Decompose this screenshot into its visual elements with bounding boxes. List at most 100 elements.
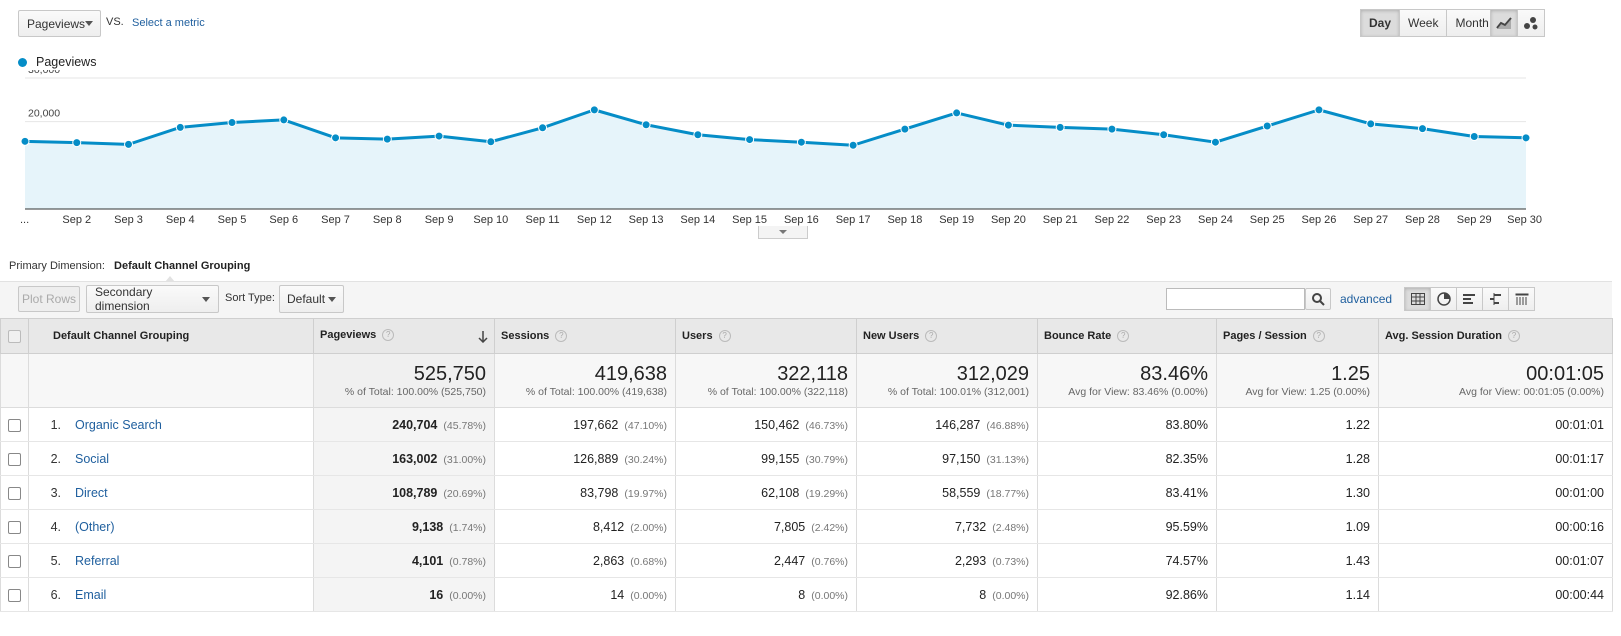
col-pageviews[interactable]: Pageviews? [313,318,495,354]
data-point [1262,121,1272,131]
summary-new-users-value: 312,029 [956,362,1029,385]
data-point [434,131,444,141]
col-avg-duration[interactable]: Avg. Session Duration? [1378,318,1613,354]
chart-resize-handle[interactable] [758,226,808,239]
select-all-cell [0,318,29,354]
search-button[interactable] [1305,288,1331,310]
advanced-filter-link[interactable]: advanced [1340,292,1393,306]
col-new-users[interactable]: New Users? [856,318,1038,354]
row-new-users-value: 8 [979,587,987,602]
primary-dimension-value[interactable]: Default Channel Grouping [114,260,251,272]
metric-dropdown[interactable]: Pageviews [18,10,101,37]
table-view-button[interactable] [1404,287,1431,311]
primary-dimension-label: Primary Dimension: [9,260,105,272]
help-icon[interactable]: ? [382,329,395,342]
motion-chart-button[interactable] [1517,9,1545,37]
summary-avg-duration-value: 00:01:05 [1526,362,1604,385]
row-avg-duration: 00:01:00 [1378,475,1613,510]
row-channel-link[interactable]: Direct [75,485,108,500]
summary-avg-duration-sub: Avg for View: 00:01:05 (0.00%) [1459,385,1604,398]
secondary-dimension-dropdown[interactable]: Secondary dimension [86,285,219,313]
col-avg-duration-label: Avg. Session Duration [1385,329,1502,342]
summary-users-value: 322,118 [777,362,848,385]
sort-type-label: Sort Type: [225,292,275,304]
col-sessions[interactable]: Sessions? [494,318,676,354]
select-metric-link[interactable]: Select a metric [132,17,205,29]
row-channel-link[interactable]: Organic Search [75,417,162,432]
help-icon[interactable]: ? [555,330,568,343]
line-chart-button[interactable] [1490,9,1518,37]
row-channel-link[interactable]: Email [75,587,107,602]
plot-rows-button[interactable]: Plot Rows [18,286,80,312]
x-tick-label: Sep 26 [1302,214,1337,226]
row-users-pct: (19.29%) [805,487,848,500]
sort-type-dropdown[interactable]: Default [279,285,344,313]
data-table: Default Channel Grouping Pageviews? Sess… [0,318,1613,612]
row-checkbox[interactable] [8,452,21,466]
day-button[interactable]: Day [1360,9,1401,37]
row-channel-link[interactable]: Social [75,451,110,466]
help-icon[interactable]: ? [1312,330,1325,343]
col-pages-session-label: Pages / Session [1223,329,1307,342]
x-tick-label: Sep 30 [1507,214,1542,226]
row-sessions-value: 2,863 [592,553,625,568]
pivot-view-button[interactable] [1508,287,1535,311]
series-line [24,108,1527,147]
row-pageviews-value: 108,789 [392,485,438,500]
row-pages-session: 1.14 [1216,577,1379,612]
summary-pages-session-value: 1.25 [1331,362,1370,385]
row-checkbox-cell [0,509,29,544]
col-bounce-rate[interactable]: Bounce Rate? [1037,318,1217,354]
bar-view-button[interactable] [1456,287,1483,311]
row-checkbox[interactable] [8,486,21,500]
table-row: 5. Referral 4,101 (0.78%) 2,863 (0.68%) 2,447 (… [0,543,1613,578]
row-checkbox-cell [0,543,29,578]
table-search-input[interactable] [1166,288,1305,310]
select-all-checkbox[interactable] [8,329,21,343]
row-pageviews-value: 16 [429,587,444,602]
col-dimension[interactable]: Default Channel Grouping [28,318,314,354]
col-pages-session[interactable]: Pages / Session? [1216,318,1379,354]
x-tick-label: Sep 22 [1094,214,1129,226]
data-point [1003,120,1013,130]
comparison-view-button[interactable] [1482,287,1509,311]
help-icon[interactable]: ? [1117,330,1130,343]
row-checkbox[interactable] [8,418,21,432]
row-checkbox[interactable] [8,520,21,534]
summary-sessions: 419,638% of Total: 100.00% (419,638) [494,353,676,408]
row-sessions-value: 126,889 [573,451,619,466]
week-button[interactable]: Week [1399,9,1448,37]
row-bounce-rate: 83.80% [1037,407,1217,442]
row-sessions: 14 (0.00%) [494,577,676,612]
row-channel-link[interactable]: Referral [75,553,120,568]
row-new-users: 97,150 (31.13%) [856,441,1038,476]
col-users[interactable]: Users? [675,318,857,354]
help-icon[interactable]: ? [718,330,731,343]
metric-dropdown-label: Pageviews [27,16,86,31]
row-pageviews: 240,704 (45.78%) [313,407,495,442]
help-icon[interactable]: ? [1507,330,1520,343]
data-point [1417,124,1427,134]
pie-view-button[interactable] [1430,287,1457,311]
chart-type-toggle [1490,9,1545,37]
table-row: 6. Email 16 (0.00%) 14 (0.00%) 8 (0.00%) 8 (0.00%… [0,577,1613,612]
x-tick-label: Sep 21 [1043,214,1078,226]
row-checkbox[interactable] [8,554,21,568]
row-users: 150,462 (46.73%) [675,407,857,442]
row-bounce-rate: 82.35% [1037,441,1217,476]
x-tick-label: Sep 10 [473,214,508,226]
chevron-down-icon [85,21,94,26]
month-button[interactable]: Month [1446,9,1498,37]
row-channel-link[interactable]: (Other) [75,519,115,534]
data-point [538,123,548,133]
row-sessions-value: 197,662 [573,417,619,432]
help-icon[interactable]: ? [925,330,938,343]
data-point [1055,122,1065,132]
row-checkbox[interactable] [8,588,21,602]
row-pageviews-pct: (1.74%) [449,521,486,534]
col-new-users-label: New Users [863,329,920,342]
chevron-down-icon [202,296,210,302]
summary-pageviews: 525,750% of Total: 100.00% (525,750) [313,353,495,408]
row-sessions-pct: (19.97%) [624,487,667,500]
table-header-row: Default Channel Grouping Pageviews? Sess… [0,318,1613,354]
